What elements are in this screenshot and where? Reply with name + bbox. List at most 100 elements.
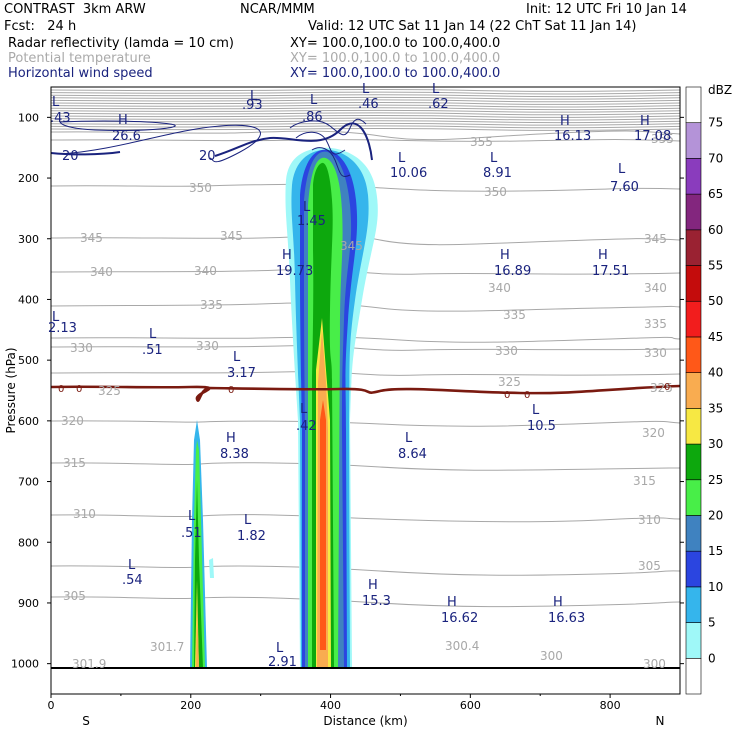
theta-label: 340 bbox=[488, 281, 511, 295]
theta-label: 335 bbox=[503, 308, 526, 322]
colorbar-tick-label: 65 bbox=[708, 187, 723, 201]
theta-line bbox=[50, 109, 681, 113]
theta-line bbox=[50, 102, 681, 105]
extremum-high-marker: H bbox=[640, 114, 650, 129]
extremum-value: 16.89 bbox=[494, 264, 531, 279]
extremum-low-marker: L bbox=[398, 151, 406, 166]
theta-label: 340 bbox=[90, 265, 113, 279]
x-axis: 0 200 400 600 800 Distance (km) S N bbox=[48, 694, 665, 728]
extremum-high-marker: H bbox=[282, 248, 292, 263]
field-theta-name: Potential temperature bbox=[8, 51, 151, 66]
extremum-value: 19.73 bbox=[276, 264, 313, 279]
freezing-label: 0 bbox=[228, 385, 234, 396]
wind-contour-20 bbox=[50, 151, 121, 156]
extremum-high-marker: H bbox=[598, 248, 608, 263]
extremum-value: .86 bbox=[302, 110, 323, 125]
colorbar-swatch bbox=[685, 622, 702, 659]
extremum-high-marker: H bbox=[560, 114, 570, 129]
theta-line bbox=[50, 371, 681, 376]
extremum-value: 10.5 bbox=[527, 419, 556, 434]
colorbar-tick-label: 5 bbox=[708, 616, 716, 630]
extremum-high-marker: H bbox=[368, 578, 378, 593]
extremum-low-marker: L bbox=[405, 431, 413, 446]
y-tick-label: 200 bbox=[18, 172, 39, 185]
colorbar-tick-label: 10 bbox=[708, 580, 723, 594]
colorbar-swatch bbox=[685, 158, 702, 195]
theta-line bbox=[50, 94, 681, 98]
x-tick-label: 800 bbox=[600, 699, 621, 712]
theta-label: 320 bbox=[642, 426, 665, 440]
theta-label: 305 bbox=[638, 559, 661, 573]
x-tick-label: 200 bbox=[180, 699, 201, 712]
field-wind-xy: XY= 100.0,100.0 to 100.0,400.0 bbox=[290, 66, 501, 81]
colorbar-swatch bbox=[685, 479, 702, 516]
field-reflectivity-xy: XY= 100.0,100.0 to 100.0,400.0 bbox=[290, 36, 501, 51]
colorbar-unit-label: dBZ bbox=[708, 83, 732, 97]
extremum-value: 8.64 bbox=[398, 447, 427, 462]
model-title: CONTRAST 3km ARW bbox=[4, 2, 146, 17]
y-tick-label: 600 bbox=[18, 415, 39, 428]
colorbar-swatch bbox=[685, 372, 702, 409]
wind-contour bbox=[295, 131, 346, 155]
theta-label: 355 bbox=[651, 132, 674, 146]
y-tick-label: 100 bbox=[18, 111, 39, 124]
colorbar-tick-label: 40 bbox=[708, 366, 723, 380]
field-reflectivity-name: Radar reflectivity (lamda = 10 cm) bbox=[8, 36, 234, 51]
colorbar: 0 5 10 15 20 25 30 35 40 45 50 55 60 65 70 75 dBZ bbox=[685, 83, 732, 695]
theta-label: 335 bbox=[644, 317, 667, 331]
extremum-low-marker: L bbox=[188, 509, 196, 524]
extremum-low-marker: L bbox=[52, 310, 60, 325]
theta-label: 330 bbox=[495, 344, 518, 358]
y-tick-label: 800 bbox=[18, 536, 39, 549]
extremum-value: .93 bbox=[242, 98, 263, 113]
theta-label: 330 bbox=[644, 346, 667, 360]
extremum-value: .51 bbox=[142, 343, 163, 358]
extremum-value: .54 bbox=[122, 573, 143, 588]
colorbar-swatch bbox=[685, 193, 702, 231]
extremum-high-marker: H bbox=[553, 595, 563, 610]
x-axis-north-label: N bbox=[656, 714, 665, 728]
extremum-value: 15.3 bbox=[362, 594, 391, 609]
wind-contour bbox=[59, 120, 176, 131]
theta-line bbox=[50, 122, 681, 126]
plot-frame bbox=[50, 86, 681, 695]
theta-label: 300 bbox=[643, 657, 666, 671]
freezing-label: 0 bbox=[504, 390, 510, 401]
theta-line bbox=[50, 125, 681, 129]
theta-line bbox=[50, 91, 681, 95]
theta-line bbox=[50, 514, 681, 523]
theta-labels: 355 355 350 350 345 345 345 345 340 340 340 340 335 3… bbox=[61, 132, 674, 671]
extremum-high-marker: H bbox=[226, 431, 236, 446]
extremum-value: 8.91 bbox=[483, 166, 512, 181]
colorbar-swatch bbox=[685, 515, 702, 552]
extremum-low-marker: L bbox=[618, 162, 626, 177]
valid-time: Valid: 12 UTC Sat 11 Jan 14 (22 ChT Sat … bbox=[308, 19, 637, 34]
extremum-value: 1.82 bbox=[237, 529, 266, 544]
theta-label: 301.7 bbox=[150, 640, 184, 654]
theta-label: 305 bbox=[63, 589, 86, 603]
colorbar-swatch bbox=[685, 336, 702, 373]
theta-line bbox=[50, 336, 681, 343]
theta-label: 301.9 bbox=[72, 657, 106, 671]
colorbar-tick-label: 30 bbox=[708, 437, 723, 451]
freezing-label: 0 bbox=[524, 390, 530, 401]
theta-line bbox=[50, 115, 681, 118]
theta-label: 320 bbox=[61, 414, 84, 428]
extremum-value: 26.6 bbox=[112, 129, 141, 144]
theta-label: 340 bbox=[194, 264, 217, 278]
extremum-high-marker: H bbox=[500, 248, 510, 263]
theta-line bbox=[50, 96, 681, 100]
extremum-value: .62 bbox=[428, 97, 449, 112]
theta-line bbox=[50, 345, 681, 351]
y-tick-label: 1000 bbox=[11, 658, 39, 671]
colorbar-swatch bbox=[685, 443, 702, 481]
x-axis-label: Distance (km) bbox=[323, 714, 407, 728]
theta-label: 345 bbox=[80, 231, 103, 245]
x-tick-label: 600 bbox=[460, 699, 481, 712]
extremum-value: 1.45 bbox=[297, 214, 326, 229]
extremum-high-marker: H bbox=[118, 113, 128, 128]
theta-line bbox=[50, 120, 681, 124]
field-wind-name: Horizontal wind speed bbox=[8, 66, 153, 81]
colorbar-swatch bbox=[685, 229, 702, 266]
